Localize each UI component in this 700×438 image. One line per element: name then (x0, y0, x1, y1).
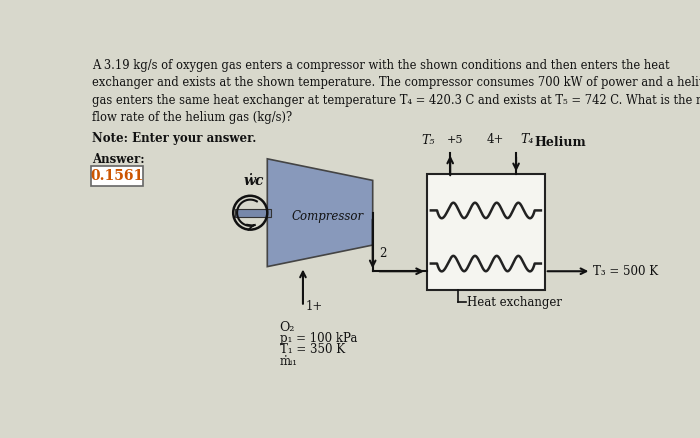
FancyBboxPatch shape (92, 166, 144, 186)
Text: Answer:: Answer: (92, 153, 145, 166)
Text: +5: +5 (447, 135, 463, 145)
Text: 1+: 1+ (305, 300, 323, 314)
Text: 4+: 4+ (487, 133, 505, 146)
Text: Note: Enter your answer.: Note: Enter your answer. (92, 132, 256, 145)
Text: Compressor: Compressor (292, 210, 364, 223)
Bar (427, 174, 545, 290)
Text: T₃ = 500 K: T₃ = 500 K (593, 265, 658, 278)
Text: 0.1561: 0.1561 (90, 169, 144, 183)
Text: p₁ = 100 kPa: p₁ = 100 kPa (280, 332, 357, 345)
Text: ẇc: ẇc (244, 174, 265, 188)
Text: 2: 2 (379, 247, 386, 260)
Text: Helium: Helium (534, 136, 586, 149)
Bar (234, 209, 271, 216)
Text: ṁᵢ₁: ṁᵢ₁ (280, 355, 298, 368)
Text: T₅: T₅ (421, 134, 435, 147)
Polygon shape (267, 159, 372, 267)
Text: T₁ = 350 K: T₁ = 350 K (280, 343, 345, 356)
Text: A 3.19 kg/s of oxygen gas enters a compressor with the shown conditions and then: A 3.19 kg/s of oxygen gas enters a compr… (92, 59, 700, 124)
Text: T₄: T₄ (520, 133, 533, 146)
Text: Heat exchanger: Heat exchanger (468, 296, 562, 308)
Text: O₂: O₂ (280, 321, 295, 333)
